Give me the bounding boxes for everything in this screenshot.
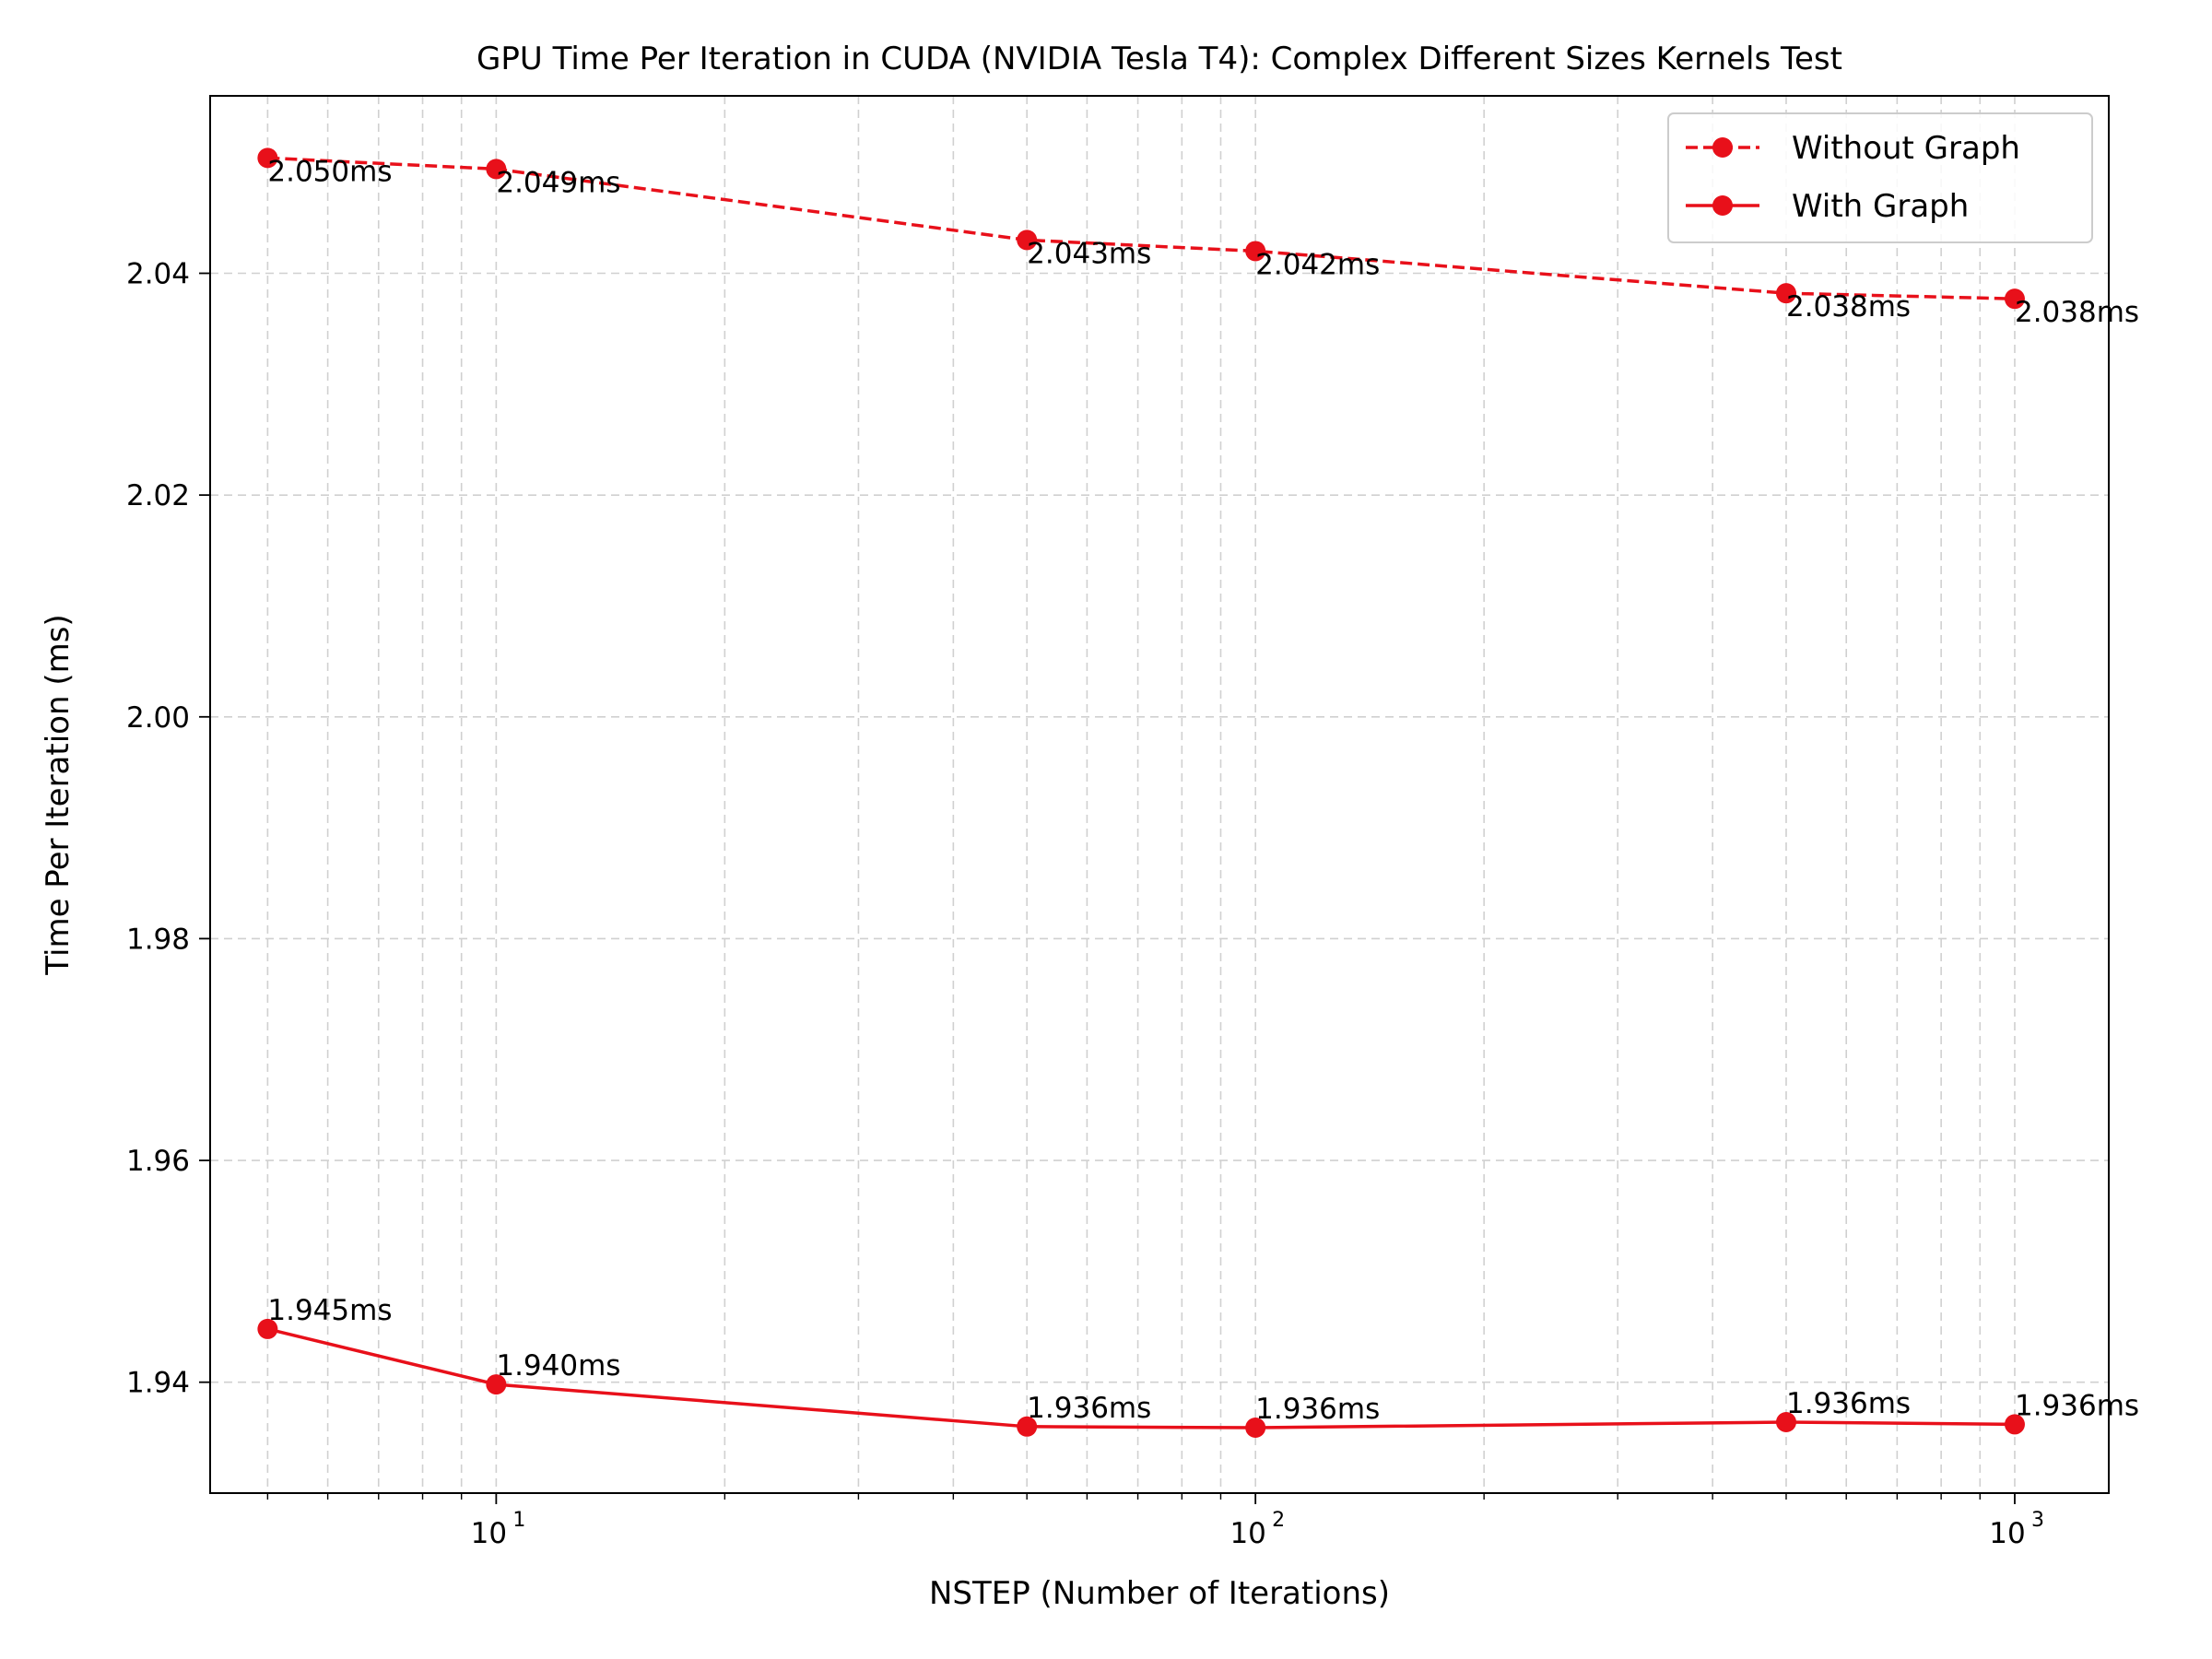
y-tick-label: 1.96 [126, 1145, 190, 1178]
data-label-without-graph: 2.049ms [496, 166, 620, 199]
data-label-with-graph: 1.940ms [496, 1349, 620, 1382]
y-tick-label: 1.94 [126, 1367, 190, 1400]
data-label-layer: 2.050ms 2.049ms 2.043ms 2.042ms 2.038ms 2.038… [267, 155, 2139, 1426]
y-tick-label: 2.04 [126, 258, 190, 291]
y-tick-label: 2.02 [126, 479, 190, 512]
x-tick-label-exponent: 2 [1272, 1509, 1285, 1532]
legend-marker-with-graph [1712, 195, 1733, 216]
y-tick-label: 2.00 [126, 701, 190, 735]
series-line-with-graph [266, 1327, 2015, 1430]
data-label-with-graph: 1.936ms [2015, 1389, 2139, 1422]
series-layer [257, 147, 2025, 1439]
chart-title: GPU Time Per Iteration in CUDA (NVIDIA T… [477, 41, 1842, 77]
x-axis-label: NSTEP (Number of Iterations) [929, 1575, 1390, 1612]
tick-layer: 10 1 10 2 10 31.941.961.982.002.022.04 [126, 258, 2044, 1550]
data-label-without-graph: 2.038ms [1786, 290, 1911, 324]
x-tick-label-exponent: 1 [512, 1509, 525, 1532]
data-label-with-graph: 1.936ms [1027, 1392, 1151, 1425]
plot-frame [209, 95, 2110, 1494]
legend-label-with-graph: With Graph [1792, 188, 1969, 225]
data-label-without-graph: 2.038ms [2015, 296, 2139, 329]
data-point-without-graph [1245, 241, 1266, 262]
x-tick-label-base: 10 [1989, 1517, 2025, 1550]
grid-layer [210, 96, 2109, 1493]
data-point-with-graph [257, 1318, 278, 1339]
data-point-without-graph [486, 159, 507, 180]
data-point-with-graph [1245, 1418, 1266, 1439]
legend-box [1667, 112, 2093, 243]
data-label-without-graph: 2.042ms [1255, 248, 1380, 281]
data-point-with-graph [1017, 1416, 1038, 1437]
x-tick-label-base: 10 [1230, 1517, 1265, 1550]
data-point-without-graph [1775, 283, 1796, 304]
data-point-with-graph [486, 1374, 507, 1395]
data-point-without-graph [257, 147, 278, 169]
data-point-without-graph [2004, 288, 2025, 310]
legend: Without Graph With Graph [1667, 112, 2093, 243]
data-label-with-graph: 1.936ms [1255, 1393, 1380, 1426]
x-tick-label-base: 10 [471, 1517, 507, 1550]
x-tick-label-exponent: 3 [2031, 1509, 2044, 1532]
x-tick-label: 10 3 [1989, 1509, 2044, 1550]
series-line-without-graph [267, 156, 2016, 300]
legend-label-without-graph: Without Graph [1792, 130, 2020, 167]
data-label-without-graph: 2.043ms [1027, 237, 1151, 270]
data-point-with-graph [2004, 1414, 2025, 1435]
data-label-with-graph: 1.945ms [267, 1294, 392, 1327]
data-label-without-graph: 2.050ms [267, 155, 392, 188]
y-axis-label: Time Per Iteration (ms) [40, 614, 76, 975]
data-label-with-graph: 1.936ms [1786, 1387, 1911, 1420]
x-tick-label: 10 1 [471, 1509, 526, 1550]
y-tick-label: 1.98 [126, 923, 190, 956]
data-point-without-graph [1017, 229, 1038, 251]
data-point-with-graph [1775, 1411, 1796, 1432]
x-tick-label: 10 2 [1230, 1509, 1285, 1550]
legend-marker-without-graph [1712, 137, 1733, 158]
